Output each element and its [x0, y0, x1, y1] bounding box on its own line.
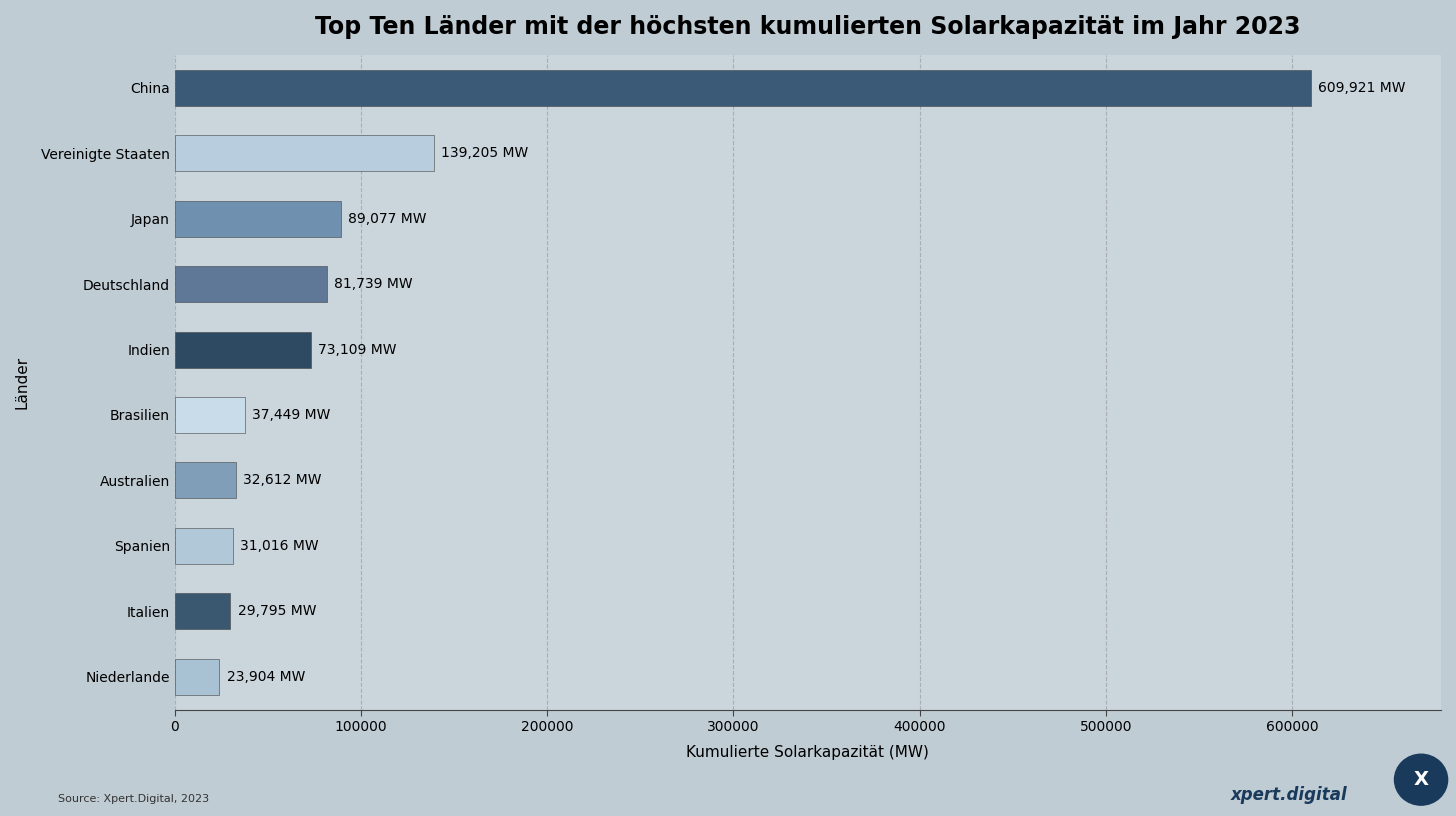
- Text: X: X: [1414, 770, 1428, 789]
- Text: 23,904 MW: 23,904 MW: [227, 670, 306, 684]
- Text: 139,205 MW: 139,205 MW: [441, 146, 529, 160]
- Text: 37,449 MW: 37,449 MW: [252, 408, 331, 422]
- Text: 32,612 MW: 32,612 MW: [243, 473, 322, 487]
- Y-axis label: Länder: Länder: [15, 356, 31, 409]
- Text: 81,739 MW: 81,739 MW: [335, 277, 414, 291]
- Bar: [175, 69, 1310, 105]
- Bar: [175, 135, 434, 171]
- Bar: [175, 528, 233, 564]
- Bar: [175, 331, 312, 367]
- Bar: [175, 266, 328, 302]
- Title: Top Ten Länder mit der höchsten kumulierten Solarkapazität im Jahr 2023: Top Ten Länder mit der höchsten kumulier…: [314, 15, 1300, 39]
- Text: 31,016 MW: 31,016 MW: [240, 539, 319, 553]
- Text: xpert.digital: xpert.digital: [1230, 786, 1347, 804]
- Text: Source: Xpert.Digital, 2023: Source: Xpert.Digital, 2023: [58, 794, 210, 804]
- Bar: [175, 201, 341, 237]
- Text: 89,077 MW: 89,077 MW: [348, 211, 427, 225]
- Bar: [175, 463, 236, 499]
- X-axis label: Kumulierte Solarkapazität (MW): Kumulierte Solarkapazität (MW): [686, 745, 929, 761]
- Bar: [175, 659, 220, 695]
- Bar: [175, 397, 245, 433]
- Text: 29,795 MW: 29,795 MW: [237, 605, 316, 619]
- Text: 609,921 MW: 609,921 MW: [1318, 81, 1405, 95]
- Circle shape: [1395, 754, 1447, 805]
- Text: 73,109 MW: 73,109 MW: [319, 343, 397, 357]
- Bar: [175, 593, 230, 629]
